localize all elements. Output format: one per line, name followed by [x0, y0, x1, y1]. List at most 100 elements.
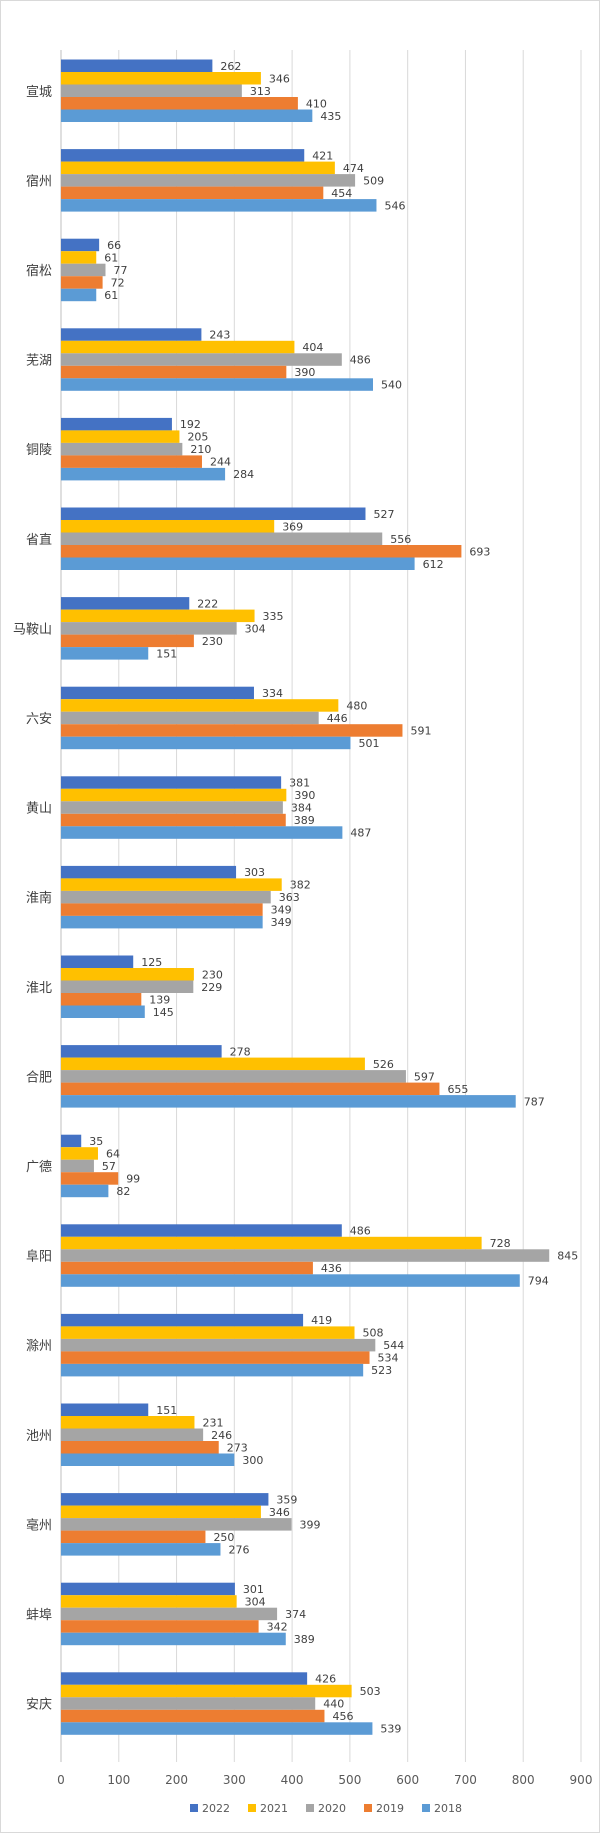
legend-label: 2020 [318, 1802, 346, 1815]
bar-2021 [61, 609, 255, 623]
data-label: 534 [378, 1352, 399, 1365]
x-tick-label: 600 [396, 1773, 419, 1787]
data-label: 145 [153, 1006, 174, 1019]
data-label: 278 [230, 1045, 251, 1058]
data-label: 503 [360, 1685, 381, 1698]
category-label: 马鞍山 [13, 621, 52, 637]
bar-2022 [61, 686, 254, 700]
bar-2018 [61, 199, 377, 212]
bar-2019 [61, 1709, 325, 1723]
data-label: 421 [312, 149, 333, 162]
bar-2020 [61, 532, 383, 545]
category-label: 宣城 [26, 84, 52, 100]
bar-2021 [61, 1595, 237, 1608]
x-tick-label: 300 [223, 1773, 246, 1787]
bar-2021 [61, 430, 180, 443]
bar-2018 [61, 288, 97, 302]
bar-2021 [61, 878, 282, 891]
data-label: 35 [89, 1135, 103, 1148]
bar-2019 [61, 903, 263, 916]
bar-2018 [61, 1274, 520, 1287]
data-label: 369 [282, 520, 303, 533]
bar-2019 [61, 993, 142, 1006]
bar-2018 [61, 736, 351, 750]
bar-2018 [61, 1363, 364, 1377]
bar-2022 [61, 776, 282, 789]
bar-2021 [61, 1236, 482, 1250]
data-label: 284 [233, 468, 254, 481]
bar-2022 [61, 328, 202, 341]
bar-2019 [61, 1530, 206, 1544]
data-label: 151 [156, 647, 177, 660]
data-label: 244 [210, 456, 231, 469]
x-tick-label: 500 [338, 1773, 361, 1787]
bar-2019 [61, 1172, 119, 1185]
bar-2019 [61, 365, 287, 379]
legend-swatch-2019 [364, 1804, 372, 1812]
category-label: 六安 [26, 712, 52, 727]
data-label: 410 [306, 97, 327, 110]
data-label: 250 [213, 1531, 234, 1544]
bar-2022 [61, 507, 366, 520]
data-label: 556 [390, 533, 411, 546]
data-label: 139 [149, 993, 170, 1006]
category-label: 阜阳 [26, 1249, 52, 1265]
bar-2021 [61, 72, 261, 85]
data-label: 390 [294, 366, 315, 379]
bar-2019 [61, 276, 103, 289]
data-label: 454 [331, 187, 352, 200]
bar-2021 [61, 1147, 98, 1160]
bar-2022 [61, 865, 237, 879]
bar-2020 [61, 1428, 204, 1441]
data-label: 210 [190, 443, 211, 456]
data-label: 389 [294, 814, 315, 827]
bar-2021 [61, 1057, 365, 1071]
data-label: 303 [244, 866, 265, 879]
data-label: 301 [243, 1583, 264, 1596]
category-label: 滁州 [26, 1338, 52, 1354]
data-label: 231 [202, 1416, 223, 1429]
bar-2020 [61, 353, 342, 366]
data-label: 404 [302, 341, 323, 354]
data-label: 389 [294, 1633, 315, 1646]
bar-2021 [61, 1684, 352, 1698]
data-label: 66 [107, 239, 121, 252]
category-label: 广德 [26, 1160, 52, 1175]
data-label: 787 [524, 1095, 545, 1108]
data-label: 273 [227, 1441, 248, 1454]
bar-2019 [61, 1261, 313, 1275]
bar-2019 [61, 634, 194, 648]
bar-2020 [61, 1697, 316, 1710]
legend-swatch-2021 [248, 1804, 256, 1812]
data-label: 243 [209, 329, 230, 342]
bar-2021 [61, 1326, 355, 1339]
data-label: 794 [528, 1275, 549, 1288]
data-label: 230 [202, 635, 223, 648]
bar-2019 [61, 1620, 259, 1633]
bar-2019 [61, 1082, 440, 1096]
data-label: 480 [346, 699, 367, 712]
bar-2021 [61, 968, 194, 981]
bar-2021 [61, 699, 339, 712]
bar-2020 [61, 622, 237, 635]
category-label: 黄山 [26, 802, 52, 817]
data-label: 845 [557, 1250, 578, 1263]
bar-2018 [61, 826, 343, 839]
bar-2022 [61, 1224, 342, 1237]
bar-2022 [61, 1582, 235, 1596]
data-label: 82 [116, 1185, 130, 1198]
data-label: 419 [311, 1314, 332, 1327]
bar-2018 [61, 557, 415, 570]
bar-2020 [61, 1159, 94, 1173]
bar-2019 [61, 813, 286, 827]
data-label: 487 [350, 827, 371, 840]
data-label: 349 [271, 916, 292, 929]
legend-label: 2021 [260, 1802, 288, 1815]
bar-2020 [61, 980, 194, 993]
x-tick-label: 700 [454, 1773, 477, 1787]
data-label: 229 [201, 981, 222, 994]
data-label: 456 [332, 1710, 353, 1723]
bar-2020 [61, 890, 271, 904]
data-label: 313 [250, 85, 271, 98]
data-label: 546 [384, 199, 405, 212]
